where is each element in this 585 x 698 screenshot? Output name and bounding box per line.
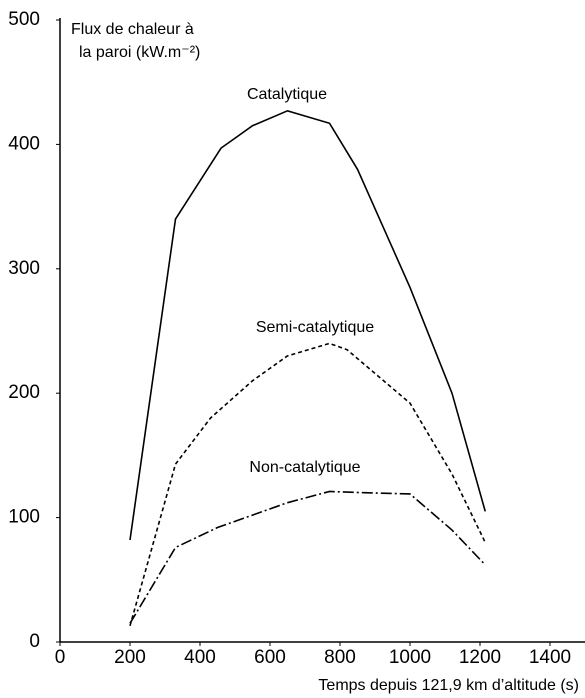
x-tick-label: 600	[254, 647, 286, 668]
line-series	[129, 490, 486, 624]
y-tick-label: 500	[8, 9, 40, 30]
y-tick-label: 400	[8, 133, 40, 154]
series-label: Non-catalytique	[249, 459, 360, 476]
y-tick-label: 200	[8, 382, 40, 403]
x-tick-label: 1400	[529, 647, 571, 668]
x-tick-label: 200	[114, 647, 146, 668]
x-tick-label: 0	[55, 647, 66, 668]
line-series	[129, 342, 486, 627]
y-axis-label: Flux de chaleur à	[71, 21, 194, 38]
x-tick-label: 400	[184, 647, 216, 668]
x-tick-label: 800	[324, 647, 356, 668]
y-tick-label: 100	[8, 507, 40, 528]
y-tick-label: 0	[29, 631, 40, 652]
x-axis-label: Temps depuis 121,9 km d’altitude (s)	[318, 677, 579, 694]
line-series	[129, 109, 487, 541]
x-tick-label: 1200	[459, 647, 501, 668]
y-tick-label: 300	[8, 258, 40, 279]
x-tick-label: 1000	[389, 647, 431, 668]
series-label: Catalytique	[247, 86, 327, 103]
series-label: Semi-catalytique	[256, 319, 374, 336]
y-axis-label: la paroi (kW.m⁻²)	[79, 44, 200, 61]
